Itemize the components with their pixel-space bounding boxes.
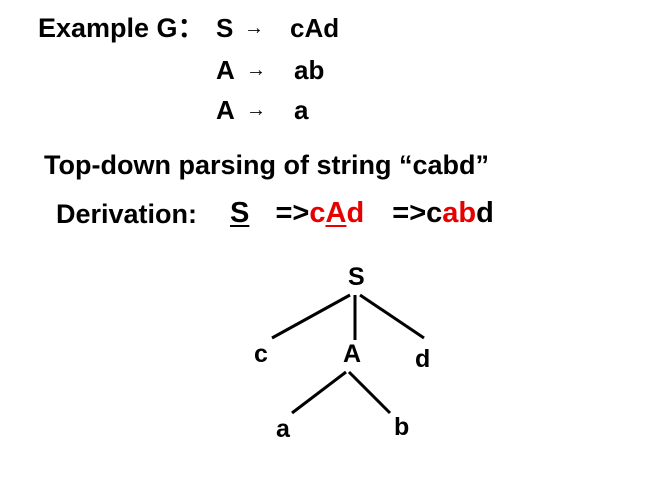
rule-3-arrow-icon: → <box>246 99 266 121</box>
derivation-step2-arrow: => <box>392 197 427 229</box>
tree-node-c: c <box>254 340 268 368</box>
rule-1-lhs: S <box>216 13 234 43</box>
derivation-step1-arrow: => <box>275 197 310 229</box>
derivation-step2-ab: ab <box>442 197 477 229</box>
grammar-title: Example G： <box>38 13 205 43</box>
rule-1-rhs: cAd <box>290 13 340 43</box>
edge-S-d <box>359 293 425 340</box>
derivation-step2-d: d <box>476 197 494 229</box>
tree-node-A: A <box>343 340 362 368</box>
derivation-step1-d: d <box>346 197 365 229</box>
tree-node-b: b <box>394 413 410 441</box>
rule-3-lhs: A <box>216 95 235 125</box>
rule-2-arrow-icon: → <box>246 59 266 81</box>
rule-1-arrow-icon: → <box>244 17 264 39</box>
derivation-step1-c: c <box>309 197 326 229</box>
edge-A-b <box>347 370 392 415</box>
derivation-label: Derivation: <box>56 199 198 229</box>
rule-3-rhs: a <box>294 95 309 125</box>
edge-A-a <box>291 370 347 415</box>
derivation-step1-A: A <box>325 197 347 229</box>
edge-S-c <box>271 293 351 340</box>
derivation-line: S =>cAd =>cabd <box>230 199 494 228</box>
tree-node-d: d <box>415 345 431 373</box>
rule-2-lhs: A <box>216 55 235 85</box>
derivation-start-symbol: S <box>230 197 250 229</box>
parsing-heading: Top-down parsing of string “cabd” <box>44 150 489 180</box>
derivation-step2-c: c <box>426 197 443 229</box>
rule-2-rhs: ab <box>294 55 325 85</box>
tree-node-a: a <box>276 415 290 443</box>
tree-node-root: S <box>348 263 365 291</box>
